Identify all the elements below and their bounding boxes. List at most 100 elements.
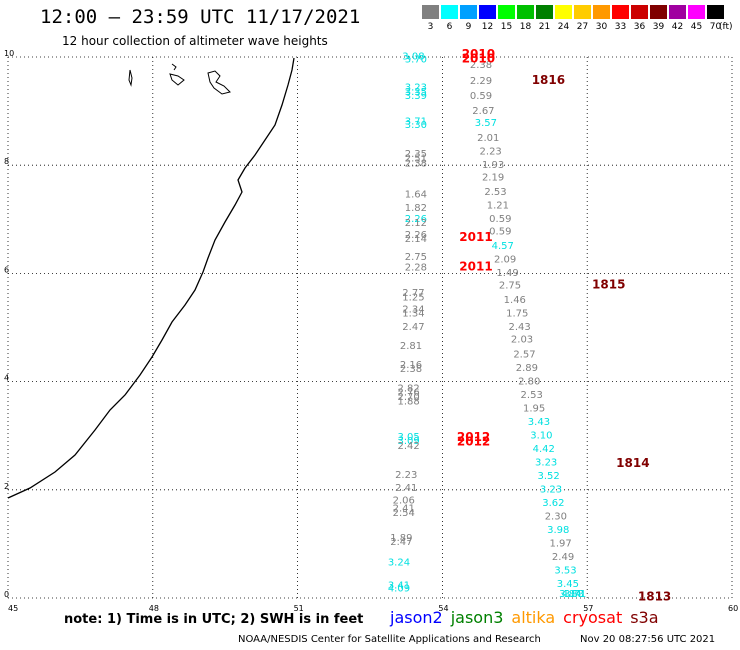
pass-label: 1815 bbox=[592, 278, 625, 292]
swh-value: 2.29 bbox=[470, 76, 492, 87]
swh-value: 2.75 bbox=[499, 281, 521, 292]
pass-label: 2010 bbox=[462, 51, 495, 65]
swh-value: 2.53 bbox=[521, 390, 543, 401]
swh-value: 2.38 bbox=[400, 364, 422, 375]
legend-label: 39 bbox=[652, 22, 665, 32]
swh-value: 2.80 bbox=[518, 376, 540, 387]
pass-label: 2011 bbox=[459, 230, 492, 244]
y-tick-label: 8 bbox=[4, 157, 9, 166]
swh-value: 0.59 bbox=[470, 91, 492, 102]
map-grid bbox=[7, 56, 733, 599]
pass-label: 1816 bbox=[532, 73, 565, 87]
island-2 bbox=[171, 63, 177, 71]
swh-value: 1.82 bbox=[405, 203, 427, 214]
map-title: 12:00 – 23:59 UTC 11/17/2021 bbox=[40, 6, 361, 28]
swh-value: 1.75 bbox=[506, 309, 528, 320]
legend-label: 36 bbox=[633, 22, 646, 32]
pass-label: 1814 bbox=[616, 456, 649, 470]
swh-value: 2.09 bbox=[494, 255, 516, 266]
swh-value: 2.30 bbox=[545, 512, 567, 523]
swh-value: 2.14 bbox=[405, 234, 427, 245]
swh-value: 2.19 bbox=[482, 172, 504, 183]
legend-label: 21 bbox=[538, 22, 551, 32]
legend-label: 27 bbox=[576, 22, 589, 32]
swh-value: 2.57 bbox=[513, 349, 535, 360]
x-tick-label: 60 bbox=[728, 604, 738, 613]
swh-value: 3.23 bbox=[540, 485, 562, 496]
coastline bbox=[7, 57, 295, 499]
legend-label: 24 bbox=[557, 22, 570, 32]
swh-value: 2.49 bbox=[552, 552, 574, 563]
coastline-main bbox=[7, 57, 295, 499]
swh-value: 3.43 bbox=[528, 417, 550, 428]
legend-swatch bbox=[669, 5, 686, 19]
axis-tick-labels: 45 48 51 54 57 60 0 2 4 6 8 10 bbox=[4, 49, 738, 613]
legend-swatch bbox=[498, 5, 515, 19]
swh-value: 3.09 bbox=[397, 436, 419, 447]
swh-value: 2.35 bbox=[405, 149, 427, 160]
swh-value: 1.93 bbox=[482, 160, 504, 171]
swh-value: 3.52 bbox=[537, 471, 559, 482]
swh-value: 4.09 bbox=[388, 584, 410, 595]
swh-value: 2.03 bbox=[511, 335, 533, 346]
legend-swatch bbox=[612, 5, 629, 19]
island-4 bbox=[207, 70, 231, 95]
legend-swatch bbox=[555, 5, 572, 19]
swh-value: 4.57 bbox=[492, 241, 514, 252]
swh-value: 3.30 bbox=[405, 120, 427, 131]
swh-value: 2.53 bbox=[484, 187, 506, 198]
swh-value: 2.54 bbox=[393, 508, 415, 519]
swh-value: 1.89 bbox=[390, 533, 412, 544]
swh-value: 3.71 bbox=[564, 589, 586, 600]
legend-swatch bbox=[707, 5, 724, 19]
swh-value: 1.25 bbox=[402, 292, 424, 303]
legend-swatch bbox=[479, 5, 496, 19]
swh-value: 0.59 bbox=[489, 214, 511, 225]
legend-label: 30 bbox=[595, 22, 608, 32]
pass-label: 1813 bbox=[638, 590, 671, 604]
swh-value: 3.62 bbox=[542, 498, 564, 509]
swh-value: 1.46 bbox=[504, 295, 526, 306]
satellite-legend: jason2 jason3 altika cryosat s3a bbox=[390, 608, 667, 627]
swh-value: 4.88 bbox=[562, 589, 584, 600]
swh-value: 2.26 bbox=[405, 214, 427, 225]
x-tick-label: 51 bbox=[294, 604, 304, 613]
swh-value: 2.82 bbox=[397, 383, 419, 394]
satellite-jason2: jason2 bbox=[390, 608, 443, 627]
legend-swatch bbox=[574, 5, 591, 19]
swh-value: 3.23 bbox=[405, 83, 427, 94]
swh-value: 3.24 bbox=[388, 558, 410, 569]
y-tick-label: 4 bbox=[4, 374, 9, 383]
y-tick-label: 10 bbox=[4, 49, 14, 58]
swh-value: 3.35 bbox=[405, 87, 427, 98]
swh-value: 2.38 bbox=[405, 158, 427, 169]
legend-label: 12 bbox=[481, 22, 494, 32]
legend-swatch bbox=[688, 5, 705, 19]
swh-value: 3.84 bbox=[559, 589, 581, 600]
swh-value: 2.41 bbox=[393, 503, 415, 514]
x-tick-label: 54 bbox=[438, 604, 448, 613]
swh-value: 3.23 bbox=[535, 457, 557, 468]
pass-label: 2011 bbox=[459, 260, 492, 274]
footer-timestamp: Nov 20 08:27:56 UTC 2021 bbox=[580, 634, 716, 645]
legend-swatch bbox=[517, 5, 534, 19]
legend-label: 9 bbox=[465, 22, 472, 32]
legend-label: 70 bbox=[709, 22, 722, 32]
swh-value: 3.41 bbox=[388, 580, 410, 591]
swh-value: 2.42 bbox=[397, 441, 419, 452]
swh-value: 3.57 bbox=[475, 118, 497, 129]
swh-value: 2.26 bbox=[405, 230, 427, 241]
swh-value: 1.88 bbox=[397, 396, 419, 407]
swh-value: 0.59 bbox=[489, 226, 511, 237]
swh-value: 2.75 bbox=[405, 252, 427, 263]
swh-value: 2.23 bbox=[480, 146, 502, 157]
swh-value: 3.45 bbox=[557, 579, 579, 590]
swh-value: 3.70 bbox=[405, 54, 427, 65]
legend-label: 15 bbox=[500, 22, 513, 32]
satellite-altika: altika bbox=[511, 608, 556, 627]
y-tick-label: 0 bbox=[4, 590, 9, 599]
pass-label: 2012 bbox=[457, 430, 490, 444]
swh-value: 1.49 bbox=[496, 268, 518, 279]
